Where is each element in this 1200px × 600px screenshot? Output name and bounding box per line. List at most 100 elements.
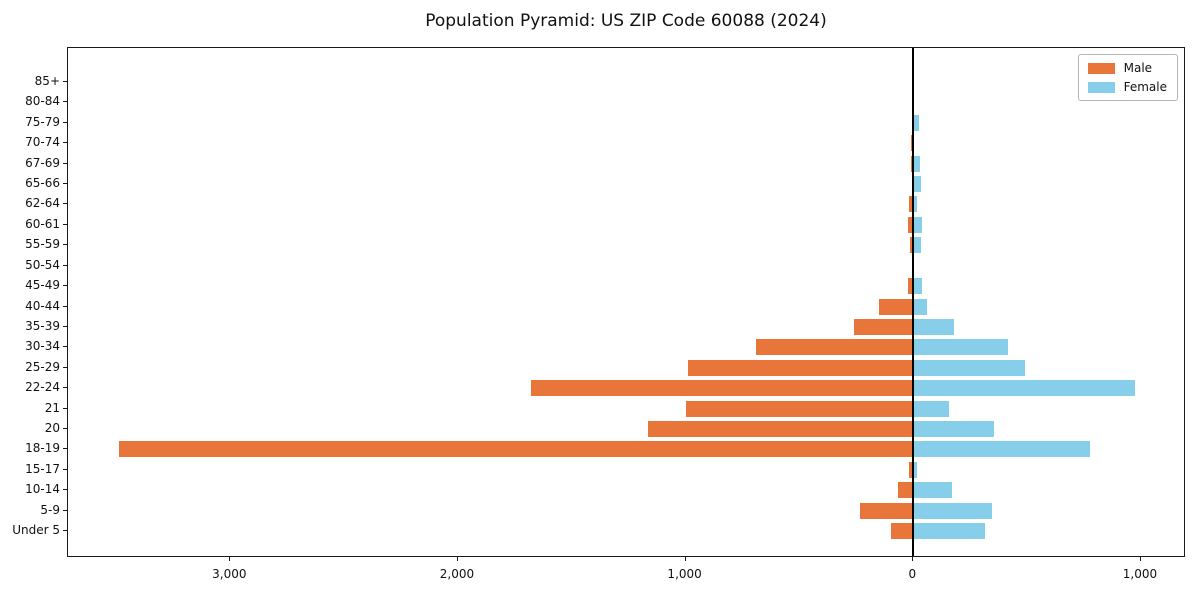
y-tick-label-10-14: 10-14 [25, 482, 60, 497]
bar-female-21 [913, 400, 949, 417]
y-tick-label-62-64: 62-64 [25, 196, 60, 211]
y-tick-mark [63, 407, 67, 409]
bar-female-75-79 [913, 114, 919, 131]
x-tick-mark [229, 557, 231, 561]
bar-male-15-17 [908, 461, 914, 478]
y-tick-mark [63, 489, 67, 491]
bar-female-20 [913, 420, 995, 437]
bar-female-18-19 [913, 441, 1090, 458]
legend-label-female: Female [1123, 80, 1167, 94]
bar-female-55-59 [913, 237, 922, 254]
y-tick-mark [63, 81, 67, 82]
y-tick-mark [63, 223, 67, 225]
y-tick-label-45-49: 45-49 [25, 278, 60, 293]
bar-male-67-69 [910, 155, 914, 172]
bar-male-35-39 [854, 318, 914, 335]
y-tick-mark [63, 448, 67, 450]
y-tick-mark [63, 101, 67, 103]
y-tick-label-under-5: Under 5 [12, 523, 60, 537]
bar-male-55-59 [909, 237, 914, 254]
bar-male-under-5 [890, 523, 914, 539]
y-tick-mark [63, 162, 67, 164]
y-tick-label-15-17: 15-17 [25, 461, 60, 476]
bar-female-30-34 [913, 339, 1008, 356]
bar-female-67-69 [913, 155, 921, 172]
bar-male-5-9 [859, 502, 914, 519]
y-tick-label-30-34: 30-34 [25, 339, 60, 354]
x-tick-mark [456, 557, 458, 561]
x-tick-label: 3,000 [212, 567, 247, 581]
legend: Male Female [1077, 54, 1178, 101]
bar-male-30-34 [756, 339, 914, 356]
y-tick-mark [63, 427, 67, 429]
x-tick-mark [1139, 557, 1141, 561]
bar-male-25-29 [687, 359, 914, 376]
zero-axis-line [912, 48, 915, 556]
bar-female-10-14 [913, 482, 952, 499]
y-tick-mark [63, 244, 67, 246]
y-tick-mark [63, 468, 67, 470]
chart-title: Population Pyramid: US ZIP Code 60088 (2… [425, 11, 827, 31]
bar-female-25-29 [913, 359, 1025, 376]
y-tick-label-75-79: 75-79 [25, 114, 60, 129]
bar-female-5-9 [913, 502, 992, 519]
x-tick-label: 1,000 [1122, 567, 1158, 581]
y-tick-mark [63, 285, 67, 287]
y-tick-label-80-84: 80-84 [25, 94, 60, 109]
legend-item-female: Female [1087, 80, 1167, 94]
y-tick-mark [63, 387, 67, 389]
bar-female-45-49 [913, 278, 923, 295]
x-tick-label: 0 [908, 567, 917, 581]
y-tick-label-85-plus: 85+ [34, 74, 60, 88]
bar-male-18-19 [118, 441, 914, 458]
x-tick-label: 1,000 [667, 567, 702, 581]
y-tick-label-70-74: 70-74 [25, 135, 60, 150]
female-color-swatch [1087, 81, 1115, 93]
y-tick-mark [63, 264, 67, 266]
y-tick-mark [63, 325, 67, 327]
y-tick-mark [63, 305, 67, 307]
y-tick-label-25-29: 25-29 [25, 359, 60, 374]
y-tick-mark [63, 142, 67, 144]
y-tick-label-67-69: 67-69 [25, 155, 60, 170]
bar-male-20 [648, 420, 914, 437]
y-tick-label-65-66: 65-66 [25, 176, 60, 191]
y-tick-label-22-24: 22-24 [25, 380, 60, 395]
bar-male-21 [685, 400, 914, 417]
y-tick-mark [63, 121, 67, 123]
y-tick-mark [63, 530, 67, 531]
y-tick-label-60-61: 60-61 [25, 216, 60, 231]
y-tick-label-20: 20 [44, 420, 60, 435]
bar-male-40-44 [879, 298, 914, 315]
bar-male-45-49 [907, 278, 914, 295]
bar-male-22-24 [530, 380, 914, 397]
bar-male-10-14 [898, 482, 914, 499]
bar-female-62-64 [913, 196, 917, 213]
y-tick-mark [63, 183, 67, 185]
legend-label-male: Male [1123, 61, 1153, 75]
plot-area: Male Female [67, 47, 1185, 557]
bar-female-15-17 [913, 461, 917, 478]
y-tick-mark [63, 346, 67, 348]
x-tick-mark [912, 557, 914, 561]
y-tick-label-50-54: 50-54 [25, 257, 60, 272]
y-tick-label-5-9: 5-9 [40, 502, 60, 517]
y-tick-label-55-59: 55-59 [25, 237, 60, 252]
y-tick-mark [63, 366, 67, 368]
bar-female-65-66 [913, 176, 922, 193]
y-tick-mark [63, 203, 67, 205]
y-tick-label-35-39: 35-39 [25, 318, 60, 333]
bar-female-under-5 [913, 523, 985, 539]
bar-female-35-39 [913, 318, 955, 335]
x-tick-mark [684, 557, 686, 561]
male-color-swatch [1087, 62, 1115, 74]
bar-female-40-44 [913, 298, 927, 315]
bar-male-62-64 [908, 196, 914, 213]
x-tick-label: 2,000 [439, 567, 475, 581]
y-tick-label-21: 21 [44, 400, 60, 415]
bar-male-60-61 [907, 216, 914, 233]
y-tick-label-40-44: 40-44 [25, 298, 60, 313]
bar-female-22-24 [913, 380, 1136, 397]
bar-female-60-61 [913, 216, 923, 233]
